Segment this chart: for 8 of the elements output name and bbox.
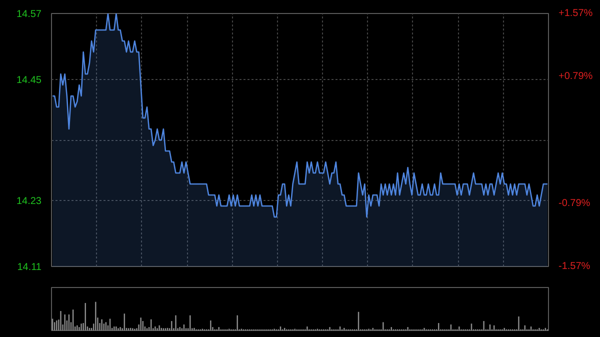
y2-tick-label: +1.57% — [558, 8, 593, 19]
y2-tick-label: -0.79% — [558, 198, 590, 210]
y-tick-label: 14.57 — [16, 9, 42, 20]
y-tick-label: 14.45 — [16, 75, 42, 86]
y-tick-label: 14.11 — [17, 262, 42, 273]
y2-tick-label: -1.57% — [558, 261, 590, 272]
y2-tick-label: +0.79% — [558, 70, 593, 82]
y-tick-label: 14.23 — [16, 196, 42, 207]
